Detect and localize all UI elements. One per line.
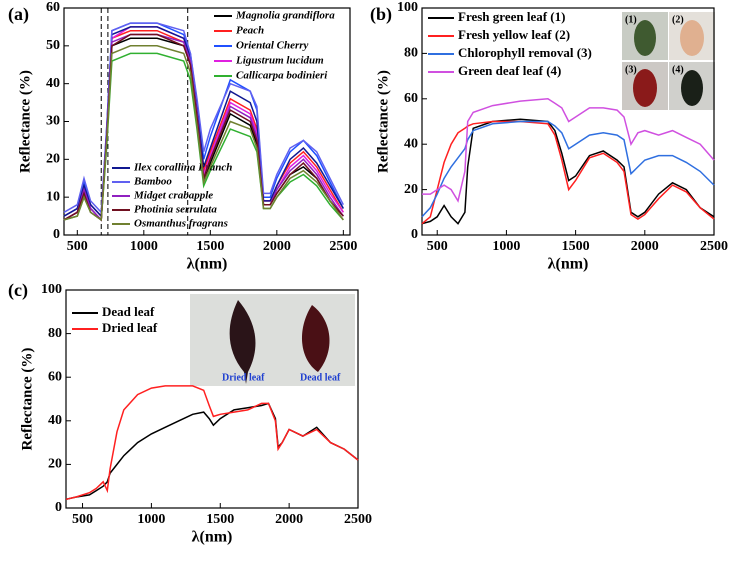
y-tick-label: 60	[46, 0, 60, 15]
x-tick-label: 1000	[137, 512, 165, 527]
panel-label: (c)	[8, 280, 28, 301]
y-tick-label: 80	[48, 326, 62, 341]
legend-label: Oriental Cherry	[236, 40, 309, 52]
inset-label: (2)	[672, 14, 684, 25]
y-axis-label: Reflectance (%)	[375, 70, 391, 173]
plot-frame	[421, 7, 715, 236]
leaf	[680, 20, 704, 56]
y-axis-label: Reflectance (%)	[19, 348, 35, 451]
y-tick-label: 40	[404, 136, 418, 151]
y-tick-label: 10	[46, 189, 60, 204]
x-tick-label: 2000	[275, 512, 303, 527]
y-tick-label: 20	[46, 152, 60, 167]
legend-label: Fresh green leaf (1)	[458, 9, 565, 24]
legend-label: Dead leaf	[102, 304, 155, 319]
line	[421, 120, 715, 218]
inset-label: Dried leaf	[222, 372, 265, 383]
y-tick-label: 0	[411, 227, 418, 242]
x-tick-label: 2000	[263, 239, 291, 254]
inset-label: Dead leaf	[300, 372, 341, 383]
legend-label: Osmanthus fragrans	[134, 218, 228, 230]
x-axis-label: λ(nm)	[192, 529, 233, 546]
line	[421, 120, 715, 225]
line	[63, 45, 344, 222]
leaf	[301, 305, 330, 372]
inset-label: (4)	[672, 64, 684, 75]
legend-label: Bamboo	[133, 176, 172, 188]
legend-label: Magnolia grandiflora	[235, 10, 335, 22]
x-axis-label: λ(nm)	[548, 256, 589, 273]
legend-label: Ilex corallina Franch	[133, 162, 232, 174]
inset-photos-c: Dried leaf Dead leaf	[190, 294, 355, 386]
x-axis-label: λ(nm)	[187, 256, 228, 273]
x-tick-label: 1500	[206, 512, 234, 527]
y-tick-label: 30	[46, 114, 60, 129]
panel-label: (a)	[8, 4, 29, 25]
leaf	[229, 300, 256, 384]
y-tick-label: 80	[404, 46, 418, 61]
x-tick-label: 2500	[700, 239, 728, 254]
x-tick-label: 1500	[196, 239, 224, 254]
y-tick-label: 50	[46, 38, 60, 53]
line	[65, 402, 359, 501]
x-tick-label: 1000	[492, 239, 520, 254]
x-tick-label: 1000	[130, 239, 158, 254]
y-tick-label: 60	[48, 369, 62, 384]
x-tick-label: 2000	[631, 239, 659, 254]
leaf	[634, 20, 656, 56]
x-tick-label: 2500	[329, 239, 357, 254]
line	[421, 118, 715, 225]
legend-label: Callicarpa bodinieri	[236, 70, 328, 82]
plot-frame	[65, 289, 359, 509]
leaf	[633, 69, 657, 107]
x-tick-label: 500	[72, 512, 93, 527]
y-tick-label: 100	[41, 282, 62, 297]
leaf	[681, 70, 703, 106]
y-tick-label: 40	[46, 76, 60, 91]
x-tick-label: 1500	[562, 239, 590, 254]
legend-label: Peach	[236, 25, 264, 37]
y-tick-label: 0	[55, 500, 62, 515]
x-tick-label: 500	[67, 239, 88, 254]
legend-label: Fresh yellow leaf (2)	[458, 27, 570, 42]
panel-label: (b)	[370, 4, 392, 25]
legend-label: Ligustrum lucidum	[235, 55, 324, 67]
y-tick-label: 20	[404, 182, 418, 197]
y-tick-label: 100	[397, 0, 418, 15]
y-tick-label: 0	[53, 227, 60, 242]
legend-label: Photinia serrulata	[134, 204, 217, 216]
y-tick-label: 20	[48, 457, 62, 472]
legend-label: Midget crabapple	[133, 190, 213, 202]
inset-photos-b: (1) (2) (3) (4)	[622, 12, 715, 110]
legend-label: Dried leaf	[102, 320, 158, 335]
inset-label: (3)	[625, 64, 637, 75]
line	[422, 98, 715, 203]
legend-label: Chlorophyll removal (3)	[458, 45, 592, 60]
legend-label: Green deaf leaf (4)	[458, 63, 561, 78]
x-tick-label: 2500	[344, 512, 372, 527]
inset-label: (1)	[625, 14, 637, 25]
y-tick-label: 60	[404, 91, 418, 106]
x-tick-label: 500	[427, 239, 448, 254]
y-axis-label: Reflectance (%)	[17, 70, 33, 173]
line	[65, 385, 359, 501]
y-tick-label: 40	[48, 413, 62, 428]
